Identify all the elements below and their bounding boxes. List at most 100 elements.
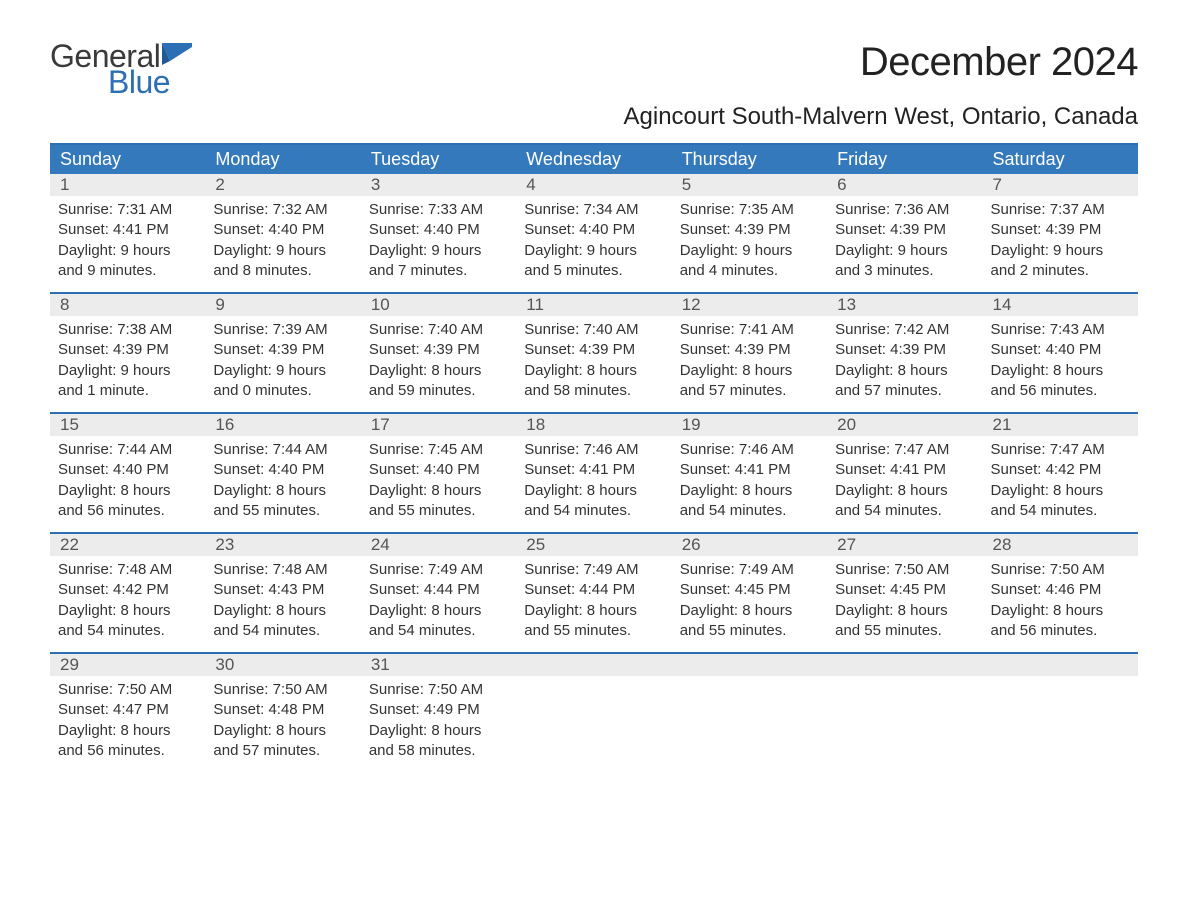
day-details: Sunrise: 7:45 AMSunset: 4:40 PMDaylight:… [361,436,516,521]
sunrise-text: Sunrise: 7:44 AM [213,440,352,460]
sunrise-text: Sunrise: 7:50 AM [835,560,974,580]
daylight-line-2: and 3 minutes. [835,261,974,281]
daylight-line-1: Daylight: 8 hours [680,601,819,621]
dow-saturday: Saturday [983,145,1138,174]
sunrise-text: Sunrise: 7:34 AM [524,200,663,220]
daylight-line-2: and 4 minutes. [680,261,819,281]
day-number: 14 [983,294,1138,316]
day-number: 18 [516,414,671,436]
day-details: Sunrise: 7:38 AMSunset: 4:39 PMDaylight:… [50,316,205,401]
sunrise-text: Sunrise: 7:37 AM [991,200,1130,220]
daylight-line-1: Daylight: 8 hours [213,601,352,621]
daylight-line-2: and 59 minutes. [369,381,508,401]
sunrise-text: Sunrise: 7:32 AM [213,200,352,220]
day-number: 6 [827,174,982,196]
daylight-line-1: Daylight: 8 hours [680,481,819,501]
day-number: 7 [983,174,1138,196]
day-details: Sunrise: 7:41 AMSunset: 4:39 PMDaylight:… [672,316,827,401]
daylight-line-2: and 7 minutes. [369,261,508,281]
calendar-day: 18Sunrise: 7:46 AMSunset: 4:41 PMDayligh… [516,414,671,532]
sunrise-text: Sunrise: 7:42 AM [835,320,974,340]
sunset-text: Sunset: 4:41 PM [835,460,974,480]
sunrise-text: Sunrise: 7:47 AM [835,440,974,460]
sunset-text: Sunset: 4:44 PM [524,580,663,600]
sunset-text: Sunset: 4:40 PM [213,220,352,240]
day-number: 23 [205,534,360,556]
daylight-line-1: Daylight: 8 hours [213,481,352,501]
daylight-line-2: and 55 minutes. [369,501,508,521]
sunset-text: Sunset: 4:40 PM [369,220,508,240]
sunset-text: Sunset: 4:39 PM [213,340,352,360]
calendar-day: 4Sunrise: 7:34 AMSunset: 4:40 PMDaylight… [516,174,671,292]
logo: General Blue [50,40,192,98]
day-details: Sunrise: 7:36 AMSunset: 4:39 PMDaylight:… [827,196,982,281]
sunset-text: Sunset: 4:40 PM [991,340,1130,360]
day-number: 25 [516,534,671,556]
day-details: Sunrise: 7:49 AMSunset: 4:45 PMDaylight:… [672,556,827,641]
calendar-day: 19Sunrise: 7:46 AMSunset: 4:41 PMDayligh… [672,414,827,532]
calendar-day: 3Sunrise: 7:33 AMSunset: 4:40 PMDaylight… [361,174,516,292]
day-number: 11 [516,294,671,316]
sunrise-text: Sunrise: 7:44 AM [58,440,197,460]
daylight-line-1: Daylight: 8 hours [369,601,508,621]
calendar-day: 12Sunrise: 7:41 AMSunset: 4:39 PMDayligh… [672,294,827,412]
sunset-text: Sunset: 4:41 PM [524,460,663,480]
calendar-day: 7Sunrise: 7:37 AMSunset: 4:39 PMDaylight… [983,174,1138,292]
daylight-line-2: and 56 minutes. [58,741,197,761]
sunset-text: Sunset: 4:40 PM [524,220,663,240]
day-number: 1 [50,174,205,196]
daylight-line-2: and 55 minutes. [213,501,352,521]
day-details: Sunrise: 7:44 AMSunset: 4:40 PMDaylight:… [50,436,205,521]
sunset-text: Sunset: 4:39 PM [58,340,197,360]
day-number: 15 [50,414,205,436]
day-details: Sunrise: 7:47 AMSunset: 4:41 PMDaylight:… [827,436,982,521]
day-details: Sunrise: 7:44 AMSunset: 4:40 PMDaylight:… [205,436,360,521]
dow-wednesday: Wednesday [516,145,671,174]
sunset-text: Sunset: 4:39 PM [991,220,1130,240]
day-details: Sunrise: 7:50 AMSunset: 4:49 PMDaylight:… [361,676,516,761]
sunrise-text: Sunrise: 7:36 AM [835,200,974,220]
sunrise-text: Sunrise: 7:50 AM [991,560,1130,580]
day-details: Sunrise: 7:48 AMSunset: 4:43 PMDaylight:… [205,556,360,641]
daylight-line-2: and 57 minutes. [680,381,819,401]
sunrise-text: Sunrise: 7:35 AM [680,200,819,220]
day-number [672,654,827,676]
calendar-day: 14Sunrise: 7:43 AMSunset: 4:40 PMDayligh… [983,294,1138,412]
daylight-line-1: Daylight: 8 hours [680,361,819,381]
sunset-text: Sunset: 4:42 PM [991,460,1130,480]
day-number: 2 [205,174,360,196]
calendar-day: 30Sunrise: 7:50 AMSunset: 4:48 PMDayligh… [205,654,360,772]
daylight-line-1: Daylight: 8 hours [58,481,197,501]
sunset-text: Sunset: 4:39 PM [835,340,974,360]
daylight-line-2: and 54 minutes. [369,621,508,641]
sunset-text: Sunset: 4:40 PM [58,460,197,480]
sunset-text: Sunset: 4:41 PM [680,460,819,480]
sunrise-text: Sunrise: 7:50 AM [213,680,352,700]
sunset-text: Sunset: 4:43 PM [213,580,352,600]
day-details: Sunrise: 7:40 AMSunset: 4:39 PMDaylight:… [516,316,671,401]
day-number: 10 [361,294,516,316]
sunset-text: Sunset: 4:49 PM [369,700,508,720]
day-number: 19 [672,414,827,436]
daylight-line-1: Daylight: 9 hours [58,361,197,381]
sunset-text: Sunset: 4:39 PM [680,340,819,360]
daylight-line-1: Daylight: 9 hours [58,241,197,261]
daylight-line-2: and 0 minutes. [213,381,352,401]
calendar-week: 29Sunrise: 7:50 AMSunset: 4:47 PMDayligh… [50,652,1138,772]
daylight-line-1: Daylight: 8 hours [835,361,974,381]
sunrise-text: Sunrise: 7:49 AM [369,560,508,580]
daylight-line-1: Daylight: 8 hours [58,601,197,621]
sunset-text: Sunset: 4:40 PM [213,460,352,480]
sunset-text: Sunset: 4:42 PM [58,580,197,600]
calendar-day [983,654,1138,772]
dow-monday: Monday [205,145,360,174]
daylight-line-2: and 56 minutes. [58,501,197,521]
daylight-line-2: and 2 minutes. [991,261,1130,281]
calendar-day: 26Sunrise: 7:49 AMSunset: 4:45 PMDayligh… [672,534,827,652]
sunrise-text: Sunrise: 7:50 AM [369,680,508,700]
daylight-line-2: and 55 minutes. [524,621,663,641]
calendar-day: 31Sunrise: 7:50 AMSunset: 4:49 PMDayligh… [361,654,516,772]
calendar-day: 9Sunrise: 7:39 AMSunset: 4:39 PMDaylight… [205,294,360,412]
day-number: 9 [205,294,360,316]
day-number: 28 [983,534,1138,556]
